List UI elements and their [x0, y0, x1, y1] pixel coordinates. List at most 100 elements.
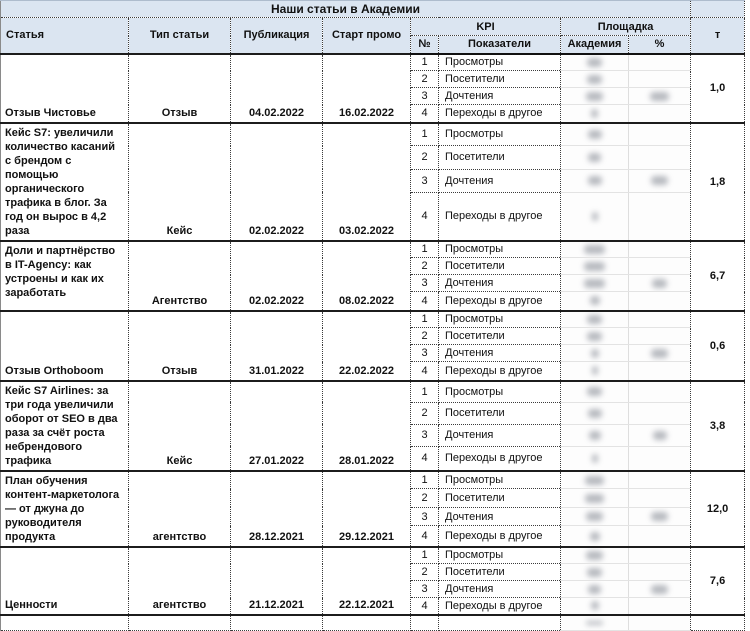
kpi-label-cell[interactable]: Просмотры	[438, 469, 561, 490]
promo-start-cell[interactable]: 28.01.2022	[322, 379, 411, 471]
kpi-label-cell[interactable]: Просмотры	[438, 239, 561, 258]
kpi-label-cell[interactable]: Дочтения	[438, 168, 561, 193]
column-header-publication[interactable]: Публикация	[230, 17, 323, 54]
percent-value-cell[interactable]	[627, 597, 692, 615]
promo-start-cell[interactable]: 08.02.2022	[322, 239, 411, 311]
percent-value-cell[interactable]	[627, 145, 692, 170]
column-header-promo-start[interactable]: Старт промо	[322, 17, 411, 54]
percent-value-cell[interactable]	[627, 327, 692, 345]
academy-value-cell[interactable]	[560, 545, 629, 564]
academy-value-cell[interactable]	[560, 309, 629, 328]
kpi-label-cell[interactable]: Просмотры	[438, 379, 561, 403]
kpi-label-cell[interactable]: Посетители	[438, 327, 561, 345]
article-cell[interactable]: Кейс S7: увеличили количество касаний с …	[0, 121, 129, 241]
kpi-num-cell[interactable]: 1	[410, 309, 439, 328]
kpi-num-cell[interactable]: 3	[410, 506, 439, 527]
percent-value-cell[interactable]	[627, 506, 692, 527]
publication-cell[interactable]: 02.02.2022	[230, 239, 323, 311]
kpi-num-cell[interactable]: 1	[410, 121, 439, 147]
academy-value-cell[interactable]	[560, 145, 629, 170]
kpi-label-cell[interactable]: Переходы в другое	[438, 291, 561, 311]
academy-value-cell[interactable]	[560, 344, 629, 362]
publication-cell[interactable]: 21.12.2021	[230, 545, 323, 615]
kpi-num-cell[interactable]: 3	[410, 274, 439, 292]
academy-value-cell[interactable]	[560, 506, 629, 527]
kpi-num-cell[interactable]: 2	[410, 70, 439, 88]
kpi-num-cell[interactable]: 4	[410, 361, 439, 381]
kpi-label-cell[interactable]: Переходы в другое	[438, 597, 561, 615]
academy-value-cell[interactable]	[560, 239, 629, 258]
publication-cell[interactable]: 02.02.2022	[230, 121, 323, 241]
kpi-label-cell[interactable]: Просмотры	[438, 309, 561, 328]
type-cell[interactable]: Кейс	[128, 379, 231, 471]
percent-value-cell[interactable]	[627, 309, 692, 328]
article-cell[interactable]: Ценности	[0, 545, 129, 615]
academy-value-cell[interactable]	[560, 70, 629, 88]
kpi-label-cell[interactable]: Посетители	[438, 70, 561, 88]
t-value-cell[interactable]: 3,8	[690, 379, 746, 471]
academy-value-cell[interactable]	[560, 327, 629, 345]
kpi-num-cell[interactable]: 4	[410, 445, 439, 472]
kpi-label-cell[interactable]: Посетители	[438, 401, 561, 425]
percent-value-cell[interactable]	[627, 168, 692, 193]
academy-value-cell[interactable]	[560, 613, 629, 631]
type-cell[interactable]: Кейс	[128, 121, 231, 241]
academy-value-cell[interactable]	[560, 291, 629, 311]
promo-start-cell[interactable]: 29.12.2021	[322, 469, 411, 547]
kpi-num-cell[interactable]: 2	[410, 257, 439, 275]
title-row-t-spacer-cell[interactable]	[690, 0, 746, 18]
article-cell[interactable]: Отзыв Чистовье	[0, 52, 129, 123]
kpi-num-cell[interactable]: 1	[410, 545, 439, 564]
kpi-num-cell[interactable]: 1	[410, 52, 439, 71]
column-header-kpi-num[interactable]: №	[410, 35, 439, 55]
academy-value-cell[interactable]	[560, 52, 629, 71]
percent-value-cell[interactable]	[627, 121, 692, 147]
publication-cell[interactable]: 04.02.2022	[230, 52, 323, 123]
kpi-num-cell[interactable]: 2	[410, 327, 439, 345]
type-cell[interactable]: Отзыв	[128, 52, 231, 123]
publication-cell[interactable]: 31.01.2022	[230, 309, 323, 381]
percent-value-cell[interactable]	[627, 291, 692, 311]
article-cell[interactable]: Отзыв Orthoboom	[0, 309, 129, 381]
publication-cell[interactable]: 28.12.2021	[230, 469, 323, 547]
t-value-cell[interactable]: 7,6	[690, 545, 746, 615]
t-value-cell[interactable]: 12,0	[690, 469, 746, 547]
column-header-type[interactable]: Тип статьи	[128, 17, 231, 54]
percent-value-cell[interactable]	[627, 488, 692, 508]
kpi-label-cell[interactable]: Просмотры	[438, 121, 561, 147]
percent-value-cell[interactable]	[627, 525, 692, 547]
kpi-label-cell[interactable]: Просмотры	[438, 52, 561, 71]
kpi-num-cell[interactable]: 3	[410, 168, 439, 193]
t-value-cell[interactable]: 1,0	[690, 52, 746, 123]
academy-value-cell[interactable]	[560, 87, 629, 105]
kpi-num-cell[interactable]: 2	[410, 563, 439, 581]
academy-value-cell[interactable]	[560, 361, 629, 381]
promo-start-cell[interactable]: 22.02.2022	[322, 309, 411, 381]
academy-value-cell[interactable]	[560, 168, 629, 193]
academy-value-cell[interactable]	[560, 580, 629, 598]
academy-value-cell[interactable]	[560, 525, 629, 547]
academy-value-cell[interactable]	[560, 597, 629, 615]
kpi-num-cell[interactable]: 2	[410, 145, 439, 170]
kpi-num-cell[interactable]: 3	[410, 87, 439, 105]
type-cell[interactable]: Отзыв	[128, 309, 231, 381]
kpi-label-cell[interactable]: Дочтения	[438, 344, 561, 362]
kpi-num-cell[interactable]: 4	[410, 525, 439, 547]
academy-value-cell[interactable]	[560, 274, 629, 292]
promo-start-cell[interactable]: 22.12.2021	[322, 545, 411, 615]
article-cell[interactable]: Кейс S7 Airlines: за три года увеличили …	[0, 379, 129, 471]
column-header-t[interactable]: т	[690, 17, 746, 54]
kpi-num-cell[interactable]: 4	[410, 104, 439, 123]
kpi-num-cell[interactable]: 1	[410, 239, 439, 258]
academy-value-cell[interactable]	[560, 423, 629, 447]
kpi-num-cell[interactable]: 2	[410, 401, 439, 425]
kpi-label-cell[interactable]: Переходы в другое	[438, 104, 561, 123]
kpi-label-cell[interactable]: Дочтения	[438, 580, 561, 598]
academy-value-cell[interactable]	[560, 488, 629, 508]
percent-value-cell[interactable]	[627, 257, 692, 275]
percent-value-cell[interactable]	[627, 361, 692, 381]
kpi-label-cell[interactable]: Переходы в другое	[438, 445, 561, 472]
type-cell[interactable]: агентство	[128, 545, 231, 615]
kpi-label-cell[interactable]: Переходы в другое	[438, 361, 561, 381]
kpi-num-cell[interactable]: 4	[410, 191, 439, 242]
